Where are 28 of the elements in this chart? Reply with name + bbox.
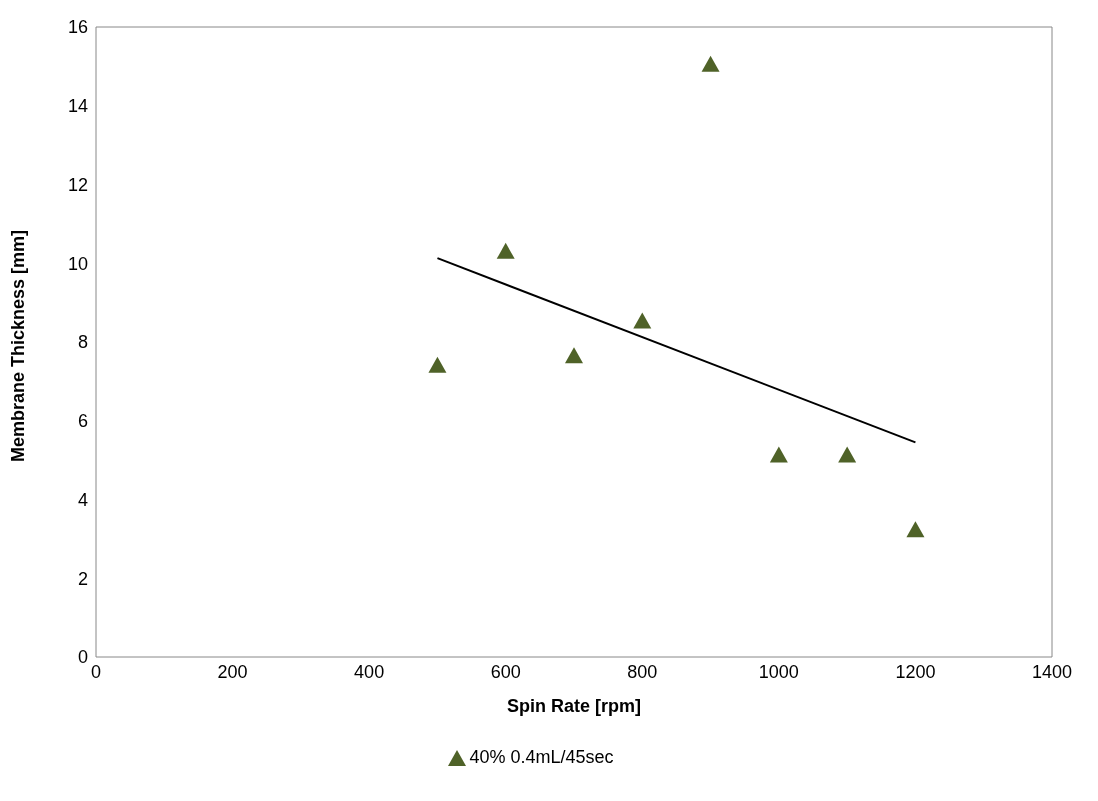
y-tick-label: 6 [77,411,88,432]
point [633,312,652,329]
point [701,55,720,72]
x-tick-label: 1000 [758,661,799,682]
x-tick-label: 200 [217,661,248,682]
point [496,242,515,259]
x-tick-label: 800 [627,661,658,682]
x-tick-label: 1400 [1031,661,1073,682]
x-tick-label: 600 [490,661,521,682]
y-tick-label: 12 [67,174,88,195]
y-tick-label: 2 [77,568,88,589]
point [565,347,583,364]
point [769,446,788,463]
y-tick-label: 10 [67,253,88,274]
y-tick-label: 14 [67,96,88,117]
x-tick-label: 400 [354,661,385,682]
point [838,446,857,463]
x-tick-label: 0 [90,661,102,682]
y-axis-title: Membrane Thickness [mm] [8,229,29,462]
y-tick-label: 16 [67,17,88,38]
point [428,356,447,373]
y-tick-label: 8 [77,332,88,353]
point [906,521,925,538]
x-tick-label: 1200 [895,661,936,682]
x-axis-title: Spin Rate [rpm] [506,696,642,716]
y-tick-label: 0 [77,647,88,668]
y-tick-label: 4 [77,489,88,510]
legend-label: 40% 0.4mL/45sec [468,747,614,768]
